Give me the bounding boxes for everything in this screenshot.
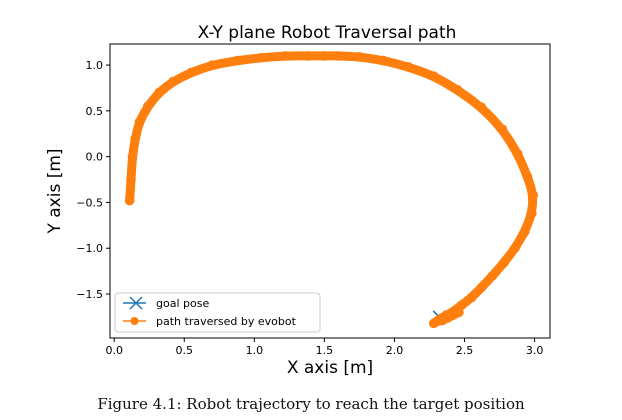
path-point [498,258,509,268]
path-point [487,270,498,281]
path-point [154,87,164,98]
x-tick-label: 2.5 [456,344,474,357]
path-point [403,62,414,72]
path-point [497,124,508,134]
path-point [280,51,290,61]
path-point [456,300,467,310]
y-tick-label: −1.5 [76,288,103,301]
x-tick-label: 3.0 [526,344,544,357]
y-tick-label: −1.0 [76,242,103,255]
path-point [510,243,520,254]
path-point [319,51,330,61]
path-point [476,282,487,293]
x-tick-label: 1.0 [246,344,264,357]
path-point [512,149,523,159]
path-point [302,51,313,61]
y-axis-label: Y axis [m] [45,148,65,234]
path-point [454,307,464,318]
path-point [519,226,530,237]
x-tick-label: 0.5 [176,344,194,357]
path-point [522,172,533,182]
path-point [354,52,365,62]
path-point [130,133,141,144]
path-point [476,102,487,112]
x-axis-ticks: 0.0 0.5 1.0 1.5 2.0 2.5 3.0 [105,338,543,357]
legend-goal-label: goal pose [156,297,209,310]
plot-area [124,51,538,329]
x-tick-label: 0.0 [105,344,123,357]
path-point [256,52,267,63]
y-tick-label: 0.0 [86,151,104,164]
path-point [168,76,178,87]
path-point [466,292,477,303]
chart-legend: goal pose path traversed by evobot [114,292,321,333]
y-axis-ticks: 1.0 0.5 0.0 −0.5 −1.0 −1.5 [76,59,110,301]
axes-frame [109,43,551,339]
y-tick-label: 1.0 [86,59,104,72]
path-point [428,71,439,81]
path-point [143,101,153,112]
path-point [207,60,218,70]
legend-path-marker [130,317,139,325]
x-axis-label: X axis [m] [287,358,373,378]
path-point [232,55,243,66]
path-point [127,151,138,162]
path-point [333,51,344,61]
x-tick-label: 2.0 [386,344,404,357]
path-trail-line [125,51,538,328]
path-point [378,55,389,66]
figure-caption: Figure 4.1: Robot trajectory to reach th… [97,395,525,413]
legend-goal-marker [129,296,143,310]
y-tick-label: −0.5 [76,196,103,209]
path-point [528,190,538,200]
path-point [186,67,197,78]
path-point [134,117,145,127]
path-point [526,208,537,219]
path-point [126,174,136,185]
chart-title: X-Y plane Robot Traversal path [198,23,457,43]
y-tick-label: 0.5 [86,105,104,118]
x-tick-label: 1.5 [316,344,334,357]
path-point [452,84,463,95]
legend-box [114,292,321,333]
path-point [124,195,135,206]
legend-path-label: path traversed by evobot [156,315,297,328]
